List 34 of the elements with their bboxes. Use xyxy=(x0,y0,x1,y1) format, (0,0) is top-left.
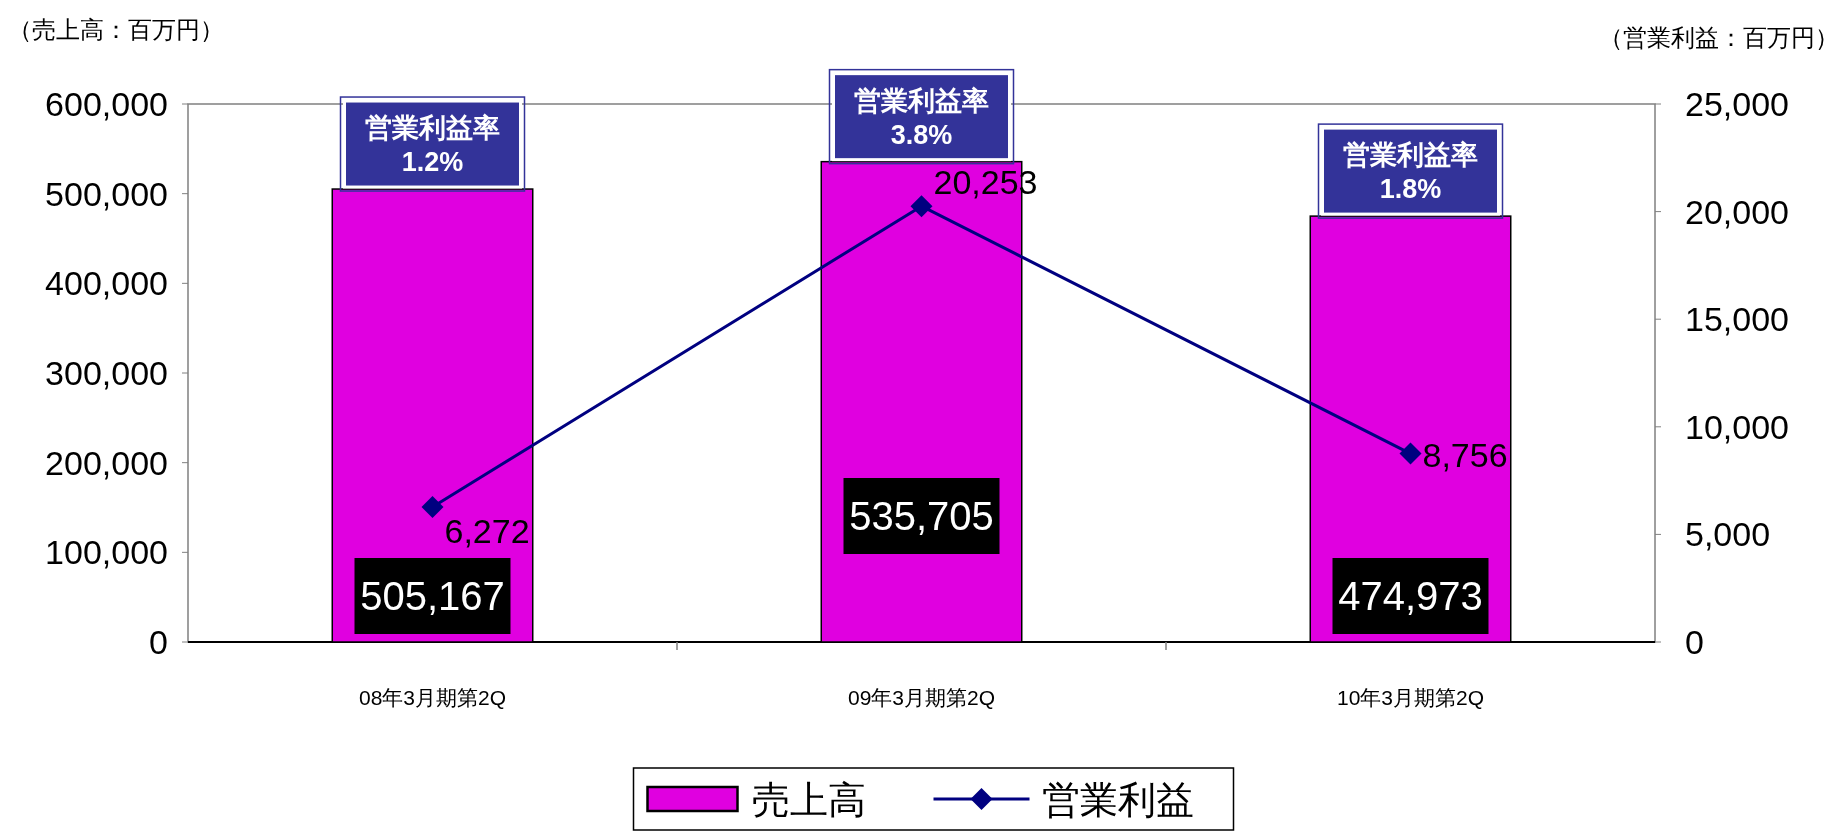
annotation: 営業利益率 3.8% xyxy=(854,85,989,150)
point xyxy=(421,496,444,519)
y-tick-label: 300,000 xyxy=(45,354,168,392)
y-tick-label: 200,000 xyxy=(45,443,168,482)
annotation: 営業利益率 1.8% xyxy=(1343,140,1478,205)
y-tick-label: 0 xyxy=(149,623,168,661)
legend-label: 売上高 xyxy=(751,779,866,821)
y2-tick-label: 0 xyxy=(1685,623,1704,661)
data-label: 474,973 xyxy=(1338,574,1483,618)
x-tick-label: 09年3月期第2Q xyxy=(847,686,996,709)
point xyxy=(910,195,933,218)
y2-tick-label: 5,000 xyxy=(1685,515,1771,554)
y-axis-title: （売上高：百万円） xyxy=(8,16,224,43)
y-tick-label: 100,000 xyxy=(45,533,168,572)
y2-tick-label: 10,000 xyxy=(1685,407,1789,446)
data-label: 6,272 xyxy=(444,512,530,551)
annotation: 営業利益率 1.2% xyxy=(339,96,526,192)
y-tick-label: 400,000 xyxy=(45,264,168,303)
point xyxy=(1399,442,1422,465)
y-tick-label: 500,000 xyxy=(45,174,168,213)
annotation: 営業利益率 3.8% xyxy=(828,68,1015,165)
data-label: 505,167 xyxy=(360,574,505,618)
annotation: 営業利益率 1.2% xyxy=(365,113,500,178)
x-tick-label: 08年3月期第2Q xyxy=(358,686,507,709)
y-tick-label: 600,000 xyxy=(45,85,168,123)
legend-label: 営業利益 xyxy=(1041,779,1194,821)
annotation: 営業利益率 1.8% xyxy=(1317,123,1504,219)
y2-tick-label: 15,000 xyxy=(1685,300,1789,339)
data-label: 8,756 xyxy=(1422,435,1508,474)
y2-tick-label: 25,000 xyxy=(1685,85,1789,123)
data-label: 535,705 xyxy=(849,494,994,538)
y2-axis-title: （営業利益：百万円） xyxy=(1599,24,1839,51)
y2-tick-label: 20,000 xyxy=(1685,192,1789,231)
x-tick-label: 10年3月期第2Q xyxy=(1336,686,1485,709)
